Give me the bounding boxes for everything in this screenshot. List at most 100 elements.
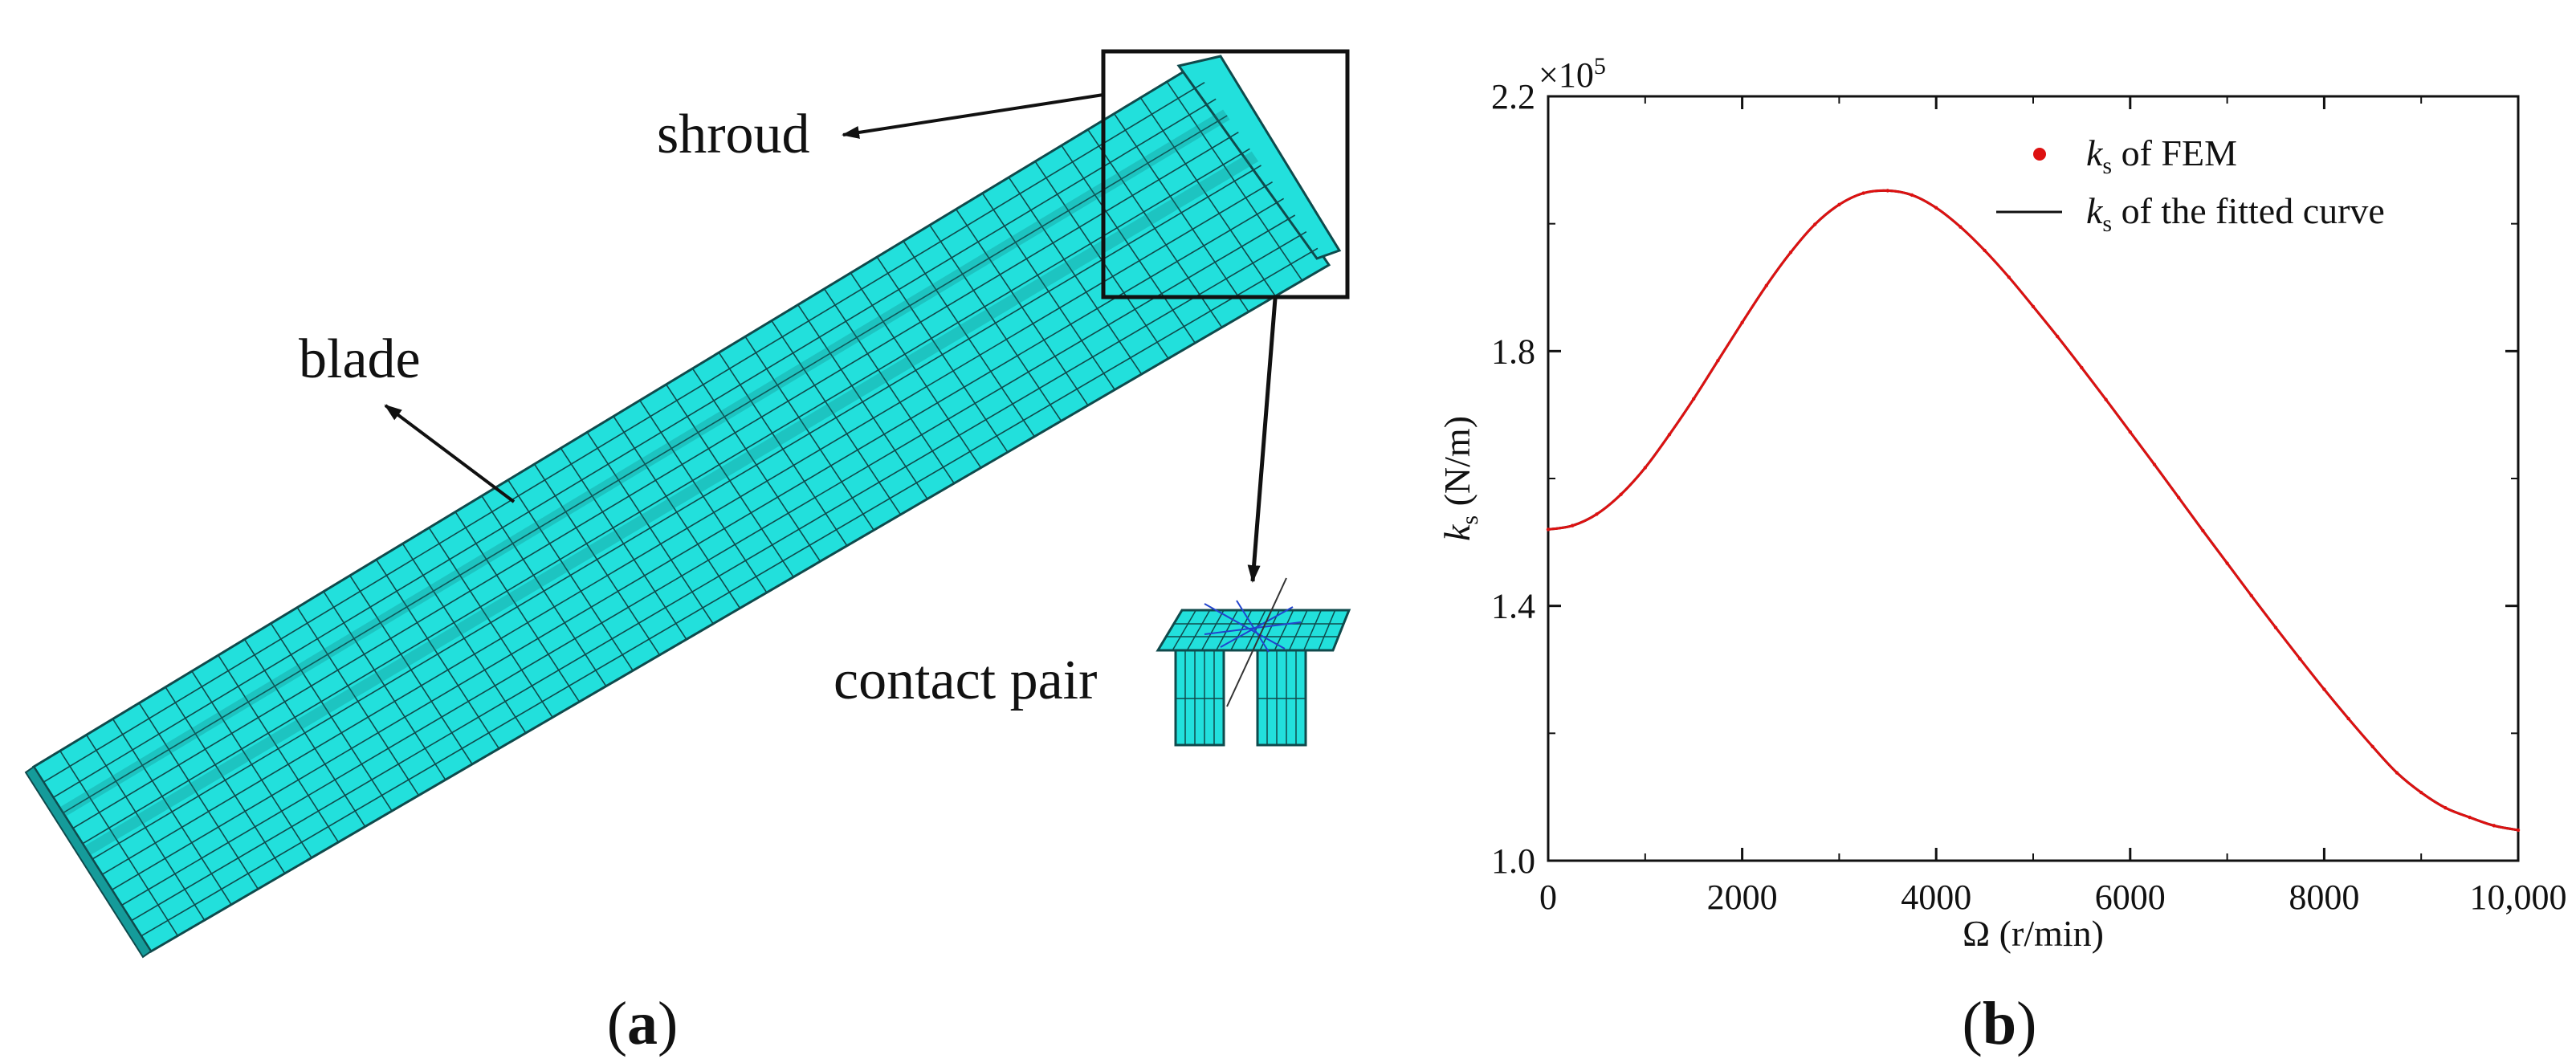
fem-point [1619,492,1623,497]
legend: ks of FEM ks of the fitted curve [1996,132,2385,237]
fem-point [1716,359,1720,363]
fem-point [2177,495,2181,499]
plate-grid-line [1318,609,1336,651]
fem-point [1983,248,1987,253]
mesh-span-line [101,181,1273,875]
mesh-span-line [92,165,1262,860]
y-multiplier: ×105 [1539,53,1606,95]
shroud-arrow [842,93,1104,139]
fem-point [2104,397,2108,401]
fem-point [2516,828,2521,833]
fem-point [2273,625,2278,629]
fem-point [2080,365,2084,370]
shroud-block [1176,55,1342,260]
fem-point [1934,206,1938,210]
shroud-detail-box [1101,49,1350,299]
contact-normal-line [1226,577,1287,707]
panel-a: shroud blade contact pair (a) [24,49,1351,1057]
contact-line [1236,600,1270,653]
fem-point [2152,462,2157,466]
mesh-span-line [52,98,1217,799]
fem-point [2395,771,2399,775]
contact-line [1204,603,1286,650]
fem-point [1643,466,1647,470]
fem-point [1958,225,1963,229]
fem-point [2007,275,2011,279]
shroud-label: shroud [657,104,810,165]
x-tick-label: 2000 [1707,878,1778,917]
fem-point [2056,334,2060,339]
x-axis-label: Ω (r/min) [1963,913,2104,954]
fem-point [2249,593,2253,598]
y-axis-label: ks (N/m) [1437,416,1483,541]
mesh-span-line [43,81,1205,783]
fitted-curve-line [1547,189,2519,832]
detail-arrow [1247,298,1278,583]
fem-point [1861,191,1865,195]
contact-lines [1204,577,1302,707]
plate-grid-line [1216,609,1238,651]
fem-point [2370,744,2374,749]
fem-point [1764,283,1768,287]
caption-a: (a) [607,990,679,1057]
fem-points-series [1546,189,2521,833]
fem-point [2444,805,2448,810]
fem-point [1740,320,1744,324]
mesh-grid-lines [43,81,1319,937]
fem-point [2346,716,2350,721]
legend-fem-label: ks of FEM [2086,132,2237,179]
y-tick-label: 2.2 [1491,77,1535,116]
y-axis-ticks: 1.0 1.4 1.8 2.2 [1491,77,2518,881]
contact-pair-label: contact pair [834,650,1097,711]
fem-point [1667,433,1672,437]
contact-line [1204,621,1302,635]
mesh-span-line [63,115,1228,814]
fem-point [2031,304,2036,308]
plate-grid-line [1302,609,1323,651]
fem-point [1692,397,1696,401]
caption-b: (b) [1963,990,2037,1057]
mesh-span-line [141,247,1319,937]
x-axis-ticks: 0 2000 4000 6000 8000 10,000 [1539,96,2567,917]
blade-mesh [24,55,1342,959]
fem-point [1837,202,1841,207]
contact-pair-right-leg [1256,649,1307,747]
mesh-span-line [72,131,1239,829]
y-tick-label: 1.0 [1491,841,1535,881]
contact-pair-plate-grid [1166,609,1344,651]
mesh-span-line [121,214,1296,906]
fem-point [2298,657,2302,661]
fem-point [2128,430,2132,434]
contact-pair-left-leg [1174,649,1225,747]
fem-point [1788,250,1793,255]
x-tick-label: 0 [1539,878,1557,917]
fem-point [2322,687,2326,691]
fem-point [1595,512,1599,516]
contact-pair-leg-grid [1176,650,1306,745]
blade-arrow [384,404,516,503]
fem-point [2419,790,2423,795]
mesh-span-line [131,230,1307,922]
panel-b: 0 2000 4000 6000 8000 10,000 1.0 1.4 1.8 2.2 ×10… [1437,53,2567,1057]
fitted-curve-series [1547,189,2519,832]
contact-pair-detail [1156,577,1351,747]
mesh-stripe [59,109,1230,817]
fem-points-trace [1547,189,2519,832]
plate-grid-line [1172,609,1196,651]
mesh-stripe [84,151,1259,856]
fem-point [2225,561,2229,565]
legend-fitted-label: ks of the fitted curve [2086,190,2385,237]
plate-grid-line [1200,609,1225,651]
plate-grid-line [1288,609,1308,651]
fem-point [2468,815,2472,820]
fem-point [1546,527,1551,532]
mesh-span-line [82,148,1250,845]
blade-label: blade [299,328,421,390]
y-tick-label: 1.8 [1491,332,1535,371]
x-tick-label: 8000 [2289,878,2359,917]
fem-point [1813,222,1817,226]
y-tick-label: 1.4 [1491,587,1535,626]
mesh-span-line [111,198,1285,891]
fem-point [1885,189,1889,193]
